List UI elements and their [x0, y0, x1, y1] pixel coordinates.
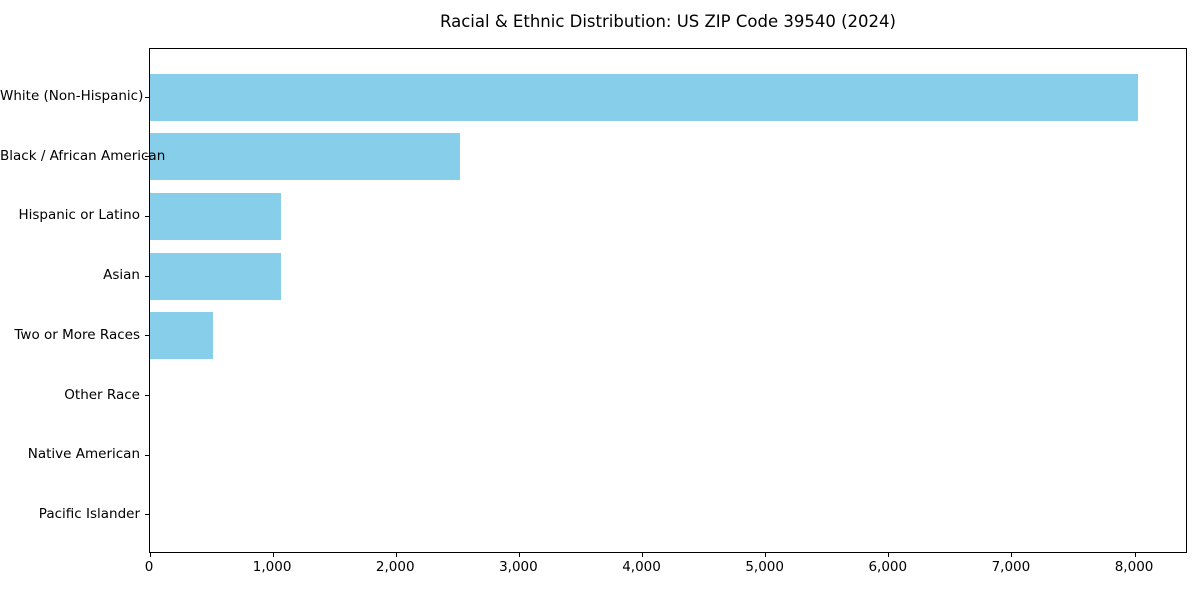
bar-hispanic-or-latino — [150, 192, 281, 240]
x-tick-mark — [149, 553, 151, 557]
y-tick-label-two-or-more-races: Two or More Races — [14, 326, 140, 343]
x-tick-label-1000: 1,000 — [252, 559, 292, 575]
x-tick-mark — [642, 553, 644, 557]
y-tick-label-hispanic-or-latino: Hispanic or Latino — [18, 207, 140, 224]
x-tick-mark — [272, 553, 274, 557]
x-tick-label-0: 0 — [144, 559, 154, 575]
bar-asian — [150, 252, 281, 300]
x-tick-mark — [395, 553, 397, 557]
y-tick-mark — [145, 454, 149, 456]
y-tick-mark — [145, 335, 149, 337]
x-tick-label-2000: 2,000 — [375, 559, 415, 575]
x-tick-label-7000: 7,000 — [991, 559, 1031, 575]
y-tick-label-native-american: Native American — [27, 446, 140, 463]
bar-black-african-american — [150, 133, 461, 181]
x-tick-label-8000: 8,000 — [1114, 559, 1154, 575]
y-tick-mark — [145, 156, 149, 158]
x-tick-label-5000: 5,000 — [745, 559, 784, 575]
x-tick-mark — [1011, 553, 1013, 557]
y-tick-mark — [145, 215, 149, 217]
x-tick-label-3000: 3,000 — [499, 559, 538, 575]
y-tick-label-asian: Asian — [103, 267, 140, 284]
x-tick-mark — [888, 553, 890, 557]
x-tick-mark — [765, 553, 767, 557]
y-tick-label-black-african-american: Black / African American — [0, 147, 166, 164]
y-tick-label-white-non-hispanic: White (Non-Hispanic) — [0, 88, 144, 104]
plot-area — [145, 48, 1187, 557]
y-tick-label-other-race: Other Race — [64, 386, 140, 403]
y-tick-label-pacific-islander: Pacific Islander — [38, 505, 140, 522]
bar-two-or-more-races — [150, 312, 213, 360]
y-tick-mark — [145, 275, 149, 277]
x-tick-mark — [1134, 553, 1136, 557]
bar-white-non-hispanic — [150, 73, 1139, 121]
y-tick-mark — [145, 395, 149, 396]
x-tick-mark — [518, 553, 520, 557]
y-tick-mark — [145, 96, 149, 98]
chart-title: Racial & Ethnic Distribution: US ZIP Cod… — [440, 12, 896, 31]
y-tick-mark — [145, 514, 149, 516]
x-tick-label-4000: 4,000 — [622, 559, 661, 575]
x-tick-label-6000: 6,000 — [868, 559, 908, 575]
